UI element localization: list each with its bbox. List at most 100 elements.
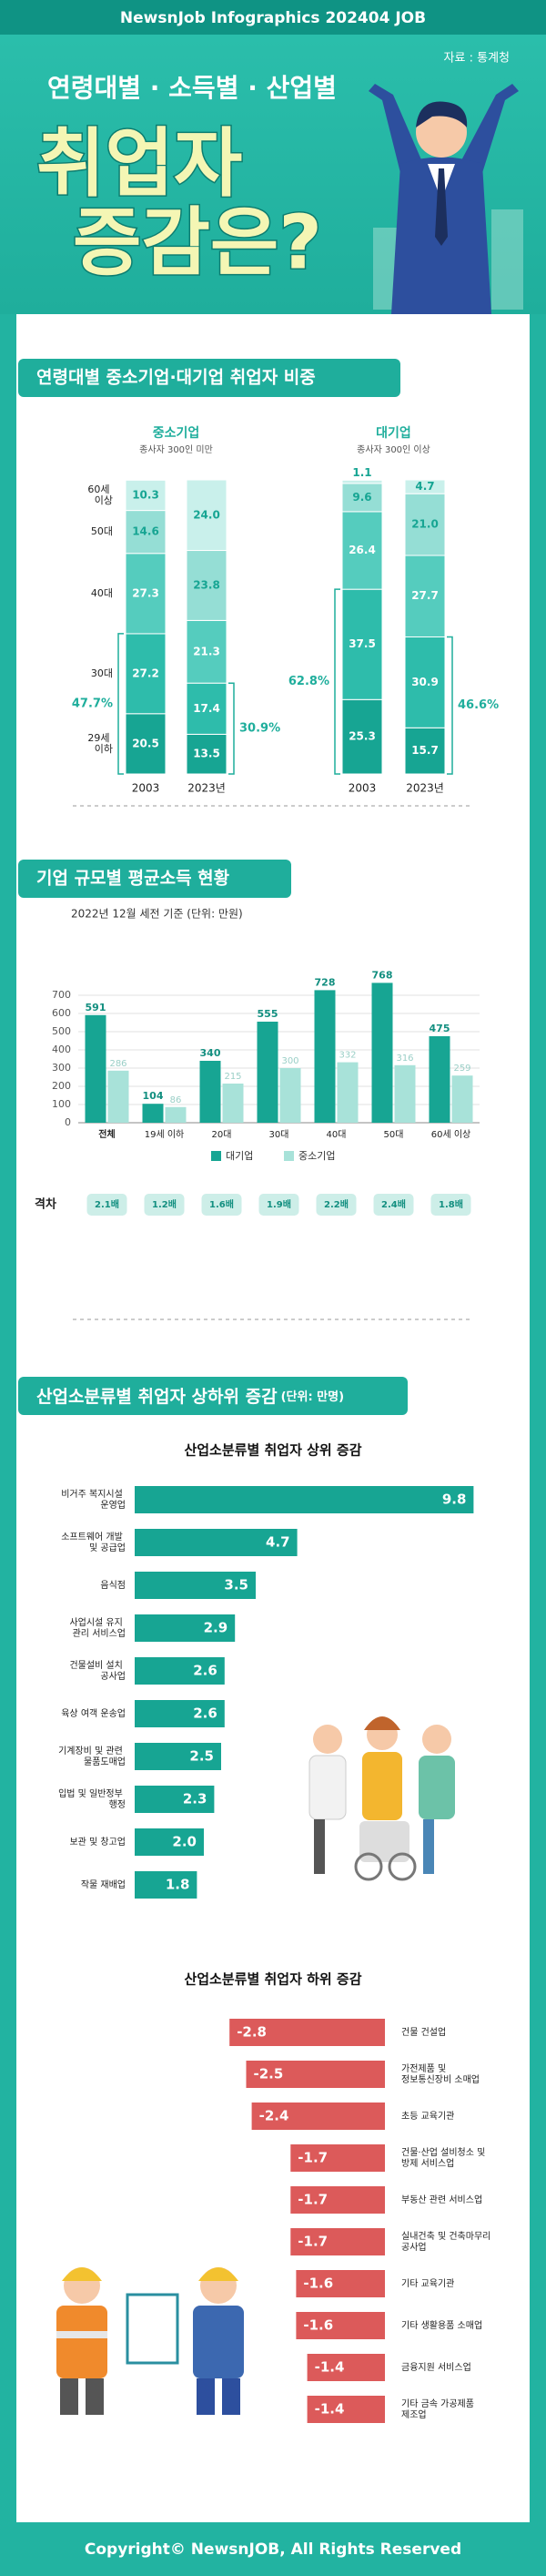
- legend-swatch: [284, 1151, 294, 1161]
- x-tick-label: 60세 이상: [431, 1129, 471, 1140]
- bar: [429, 1036, 450, 1123]
- gap-label: 2.4배: [381, 1198, 406, 1210]
- section-title: 산업소분류별 취업자 상하위 증감: [36, 1387, 278, 1407]
- bar-value-label: 9.8: [442, 1492, 467, 1508]
- bar-value-label: 1.8: [166, 1877, 190, 1893]
- stack-segment: [186, 619, 228, 684]
- segment-label: 24.0: [193, 508, 220, 521]
- bar: [135, 1743, 221, 1770]
- stack-segment: [341, 698, 383, 775]
- bar: [290, 2186, 385, 2214]
- bar-value-label: 475: [430, 1023, 450, 1034]
- segment-label: 27.7: [411, 589, 439, 602]
- bar: [142, 1104, 164, 1123]
- stack-segment: [186, 733, 228, 775]
- bar: [337, 1062, 359, 1123]
- y-tick-label: 700: [52, 989, 71, 1001]
- gap-pill: [430, 1194, 471, 1216]
- category-label: 기계장비 및 관련 물품도매업: [58, 1746, 126, 1767]
- segment-label: 26.4: [349, 544, 376, 556]
- gap-label: 2.2배: [324, 1198, 349, 1210]
- category-label: 음식점: [100, 1580, 126, 1591]
- stack-segment: [404, 636, 446, 728]
- hero-title: 취업자: [36, 120, 242, 207]
- stack-segment: [404, 555, 446, 637]
- section-heading-box: [18, 860, 291, 898]
- bar-value-label: -1.4: [315, 2359, 345, 2376]
- bar: [199, 1061, 221, 1123]
- category-label: 소프트웨어 개발 및 공급업: [61, 1532, 126, 1553]
- gap-label: 1.8배: [439, 1198, 463, 1210]
- bar: [251, 2103, 385, 2130]
- bar: [135, 1786, 215, 1813]
- stack-segment: [341, 588, 383, 700]
- x-tick-label: 40대: [327, 1129, 347, 1140]
- bar: [135, 1486, 474, 1513]
- bar-value-label: 728: [315, 976, 336, 988]
- bar-value-label: 2.0: [172, 1834, 197, 1850]
- category-label: 기타 금속 가공제품 제조업: [401, 2398, 477, 2420]
- category-label: 입법 및 일반정부 행정: [58, 1787, 126, 1810]
- section-heading: 기업 규모별 평균소득 현황: [36, 868, 230, 889]
- bar-value-label: -1.7: [298, 2234, 328, 2250]
- brand: NewsnJob Infographics 202404 JOB: [120, 9, 426, 27]
- segment-label: 13.5: [193, 748, 220, 760]
- bar-value-label: -2.8: [237, 2024, 267, 2041]
- bracket: [228, 682, 235, 775]
- bar-value-label: 300: [281, 1056, 298, 1066]
- bar: [165, 1106, 187, 1123]
- bracket-label: 47.7%: [72, 697, 113, 710]
- bar-value-label: 2.9: [204, 1620, 228, 1636]
- section-unit: (단위: 만명): [281, 1390, 344, 1404]
- segment-label: 20.5: [132, 737, 159, 749]
- segment-label: 21.0: [411, 518, 439, 531]
- bar: [279, 1068, 301, 1123]
- y-tick-label: 0: [65, 1116, 71, 1128]
- stack-segment: [125, 479, 167, 512]
- y-tick-label: 300: [52, 1062, 71, 1074]
- stack-segment: [404, 493, 446, 556]
- category-label: 건물설비 설치 공사업: [69, 1660, 126, 1682]
- gap-pill: [316, 1194, 357, 1216]
- bar-value-label: 215: [224, 1072, 241, 1082]
- series-label: 40대: [91, 587, 113, 599]
- category-label: 기타 생활용품 소매업: [401, 2319, 482, 2331]
- footer: Copyright© NewsnJOB, All Rights Reserved: [85, 2540, 461, 2559]
- bar-value-label: 2.3: [183, 1791, 207, 1807]
- bar-value-label: -2.4: [259, 2108, 289, 2124]
- group-title: 중소기업: [153, 426, 200, 441]
- bar: [107, 1070, 129, 1123]
- source: 자료 : 통계청: [444, 52, 510, 66]
- x-tick-label: 전체: [98, 1128, 115, 1140]
- series-label: 30대: [91, 667, 113, 679]
- series-label: 60세 이상: [87, 484, 113, 506]
- bar-value-label: -2.5: [254, 2066, 284, 2082]
- category-label: 초등 교육기관: [401, 2111, 454, 2122]
- bar-value-label: 332: [339, 1051, 356, 1061]
- segment-label: 10.3: [132, 488, 159, 501]
- bar-value-label: -1.7: [298, 2192, 328, 2208]
- bar: [135, 1700, 225, 1727]
- bracket: [117, 633, 124, 775]
- segment-label: 30.9: [411, 676, 439, 688]
- bar: [371, 983, 393, 1123]
- category-label: 금융지원 서비스업: [401, 2361, 471, 2373]
- segment-label: 9.6: [352, 491, 371, 504]
- chart-title: 산업소분류별 취업자 하위 증감: [184, 1971, 361, 1988]
- chart-subtitle: 2022년 12월 세전 기준 (단위: 만원): [71, 908, 243, 921]
- x-tick-label: 30대: [269, 1129, 289, 1140]
- bar-value-label: 340: [200, 1047, 221, 1059]
- bracket: [447, 636, 453, 775]
- x-tick-label: 2023년: [406, 782, 444, 795]
- x-tick-label: 2023년: [187, 782, 226, 795]
- bar-value-label: -1.6: [303, 2276, 333, 2292]
- segment-label: 37.5: [349, 637, 376, 650]
- bar: [135, 1572, 256, 1599]
- bar: [307, 2396, 385, 2423]
- category-label: 가전제품 및 정보통신장비 소매업: [401, 2063, 480, 2085]
- segment-label: 21.3: [193, 645, 220, 657]
- segment-label: 23.8: [193, 578, 220, 591]
- category-label: 사업시설 유지 관리 서비스업: [69, 1616, 126, 1639]
- category-label: 육상 여객 운송업: [61, 1707, 126, 1719]
- bar-value-label: 2.6: [193, 1663, 217, 1679]
